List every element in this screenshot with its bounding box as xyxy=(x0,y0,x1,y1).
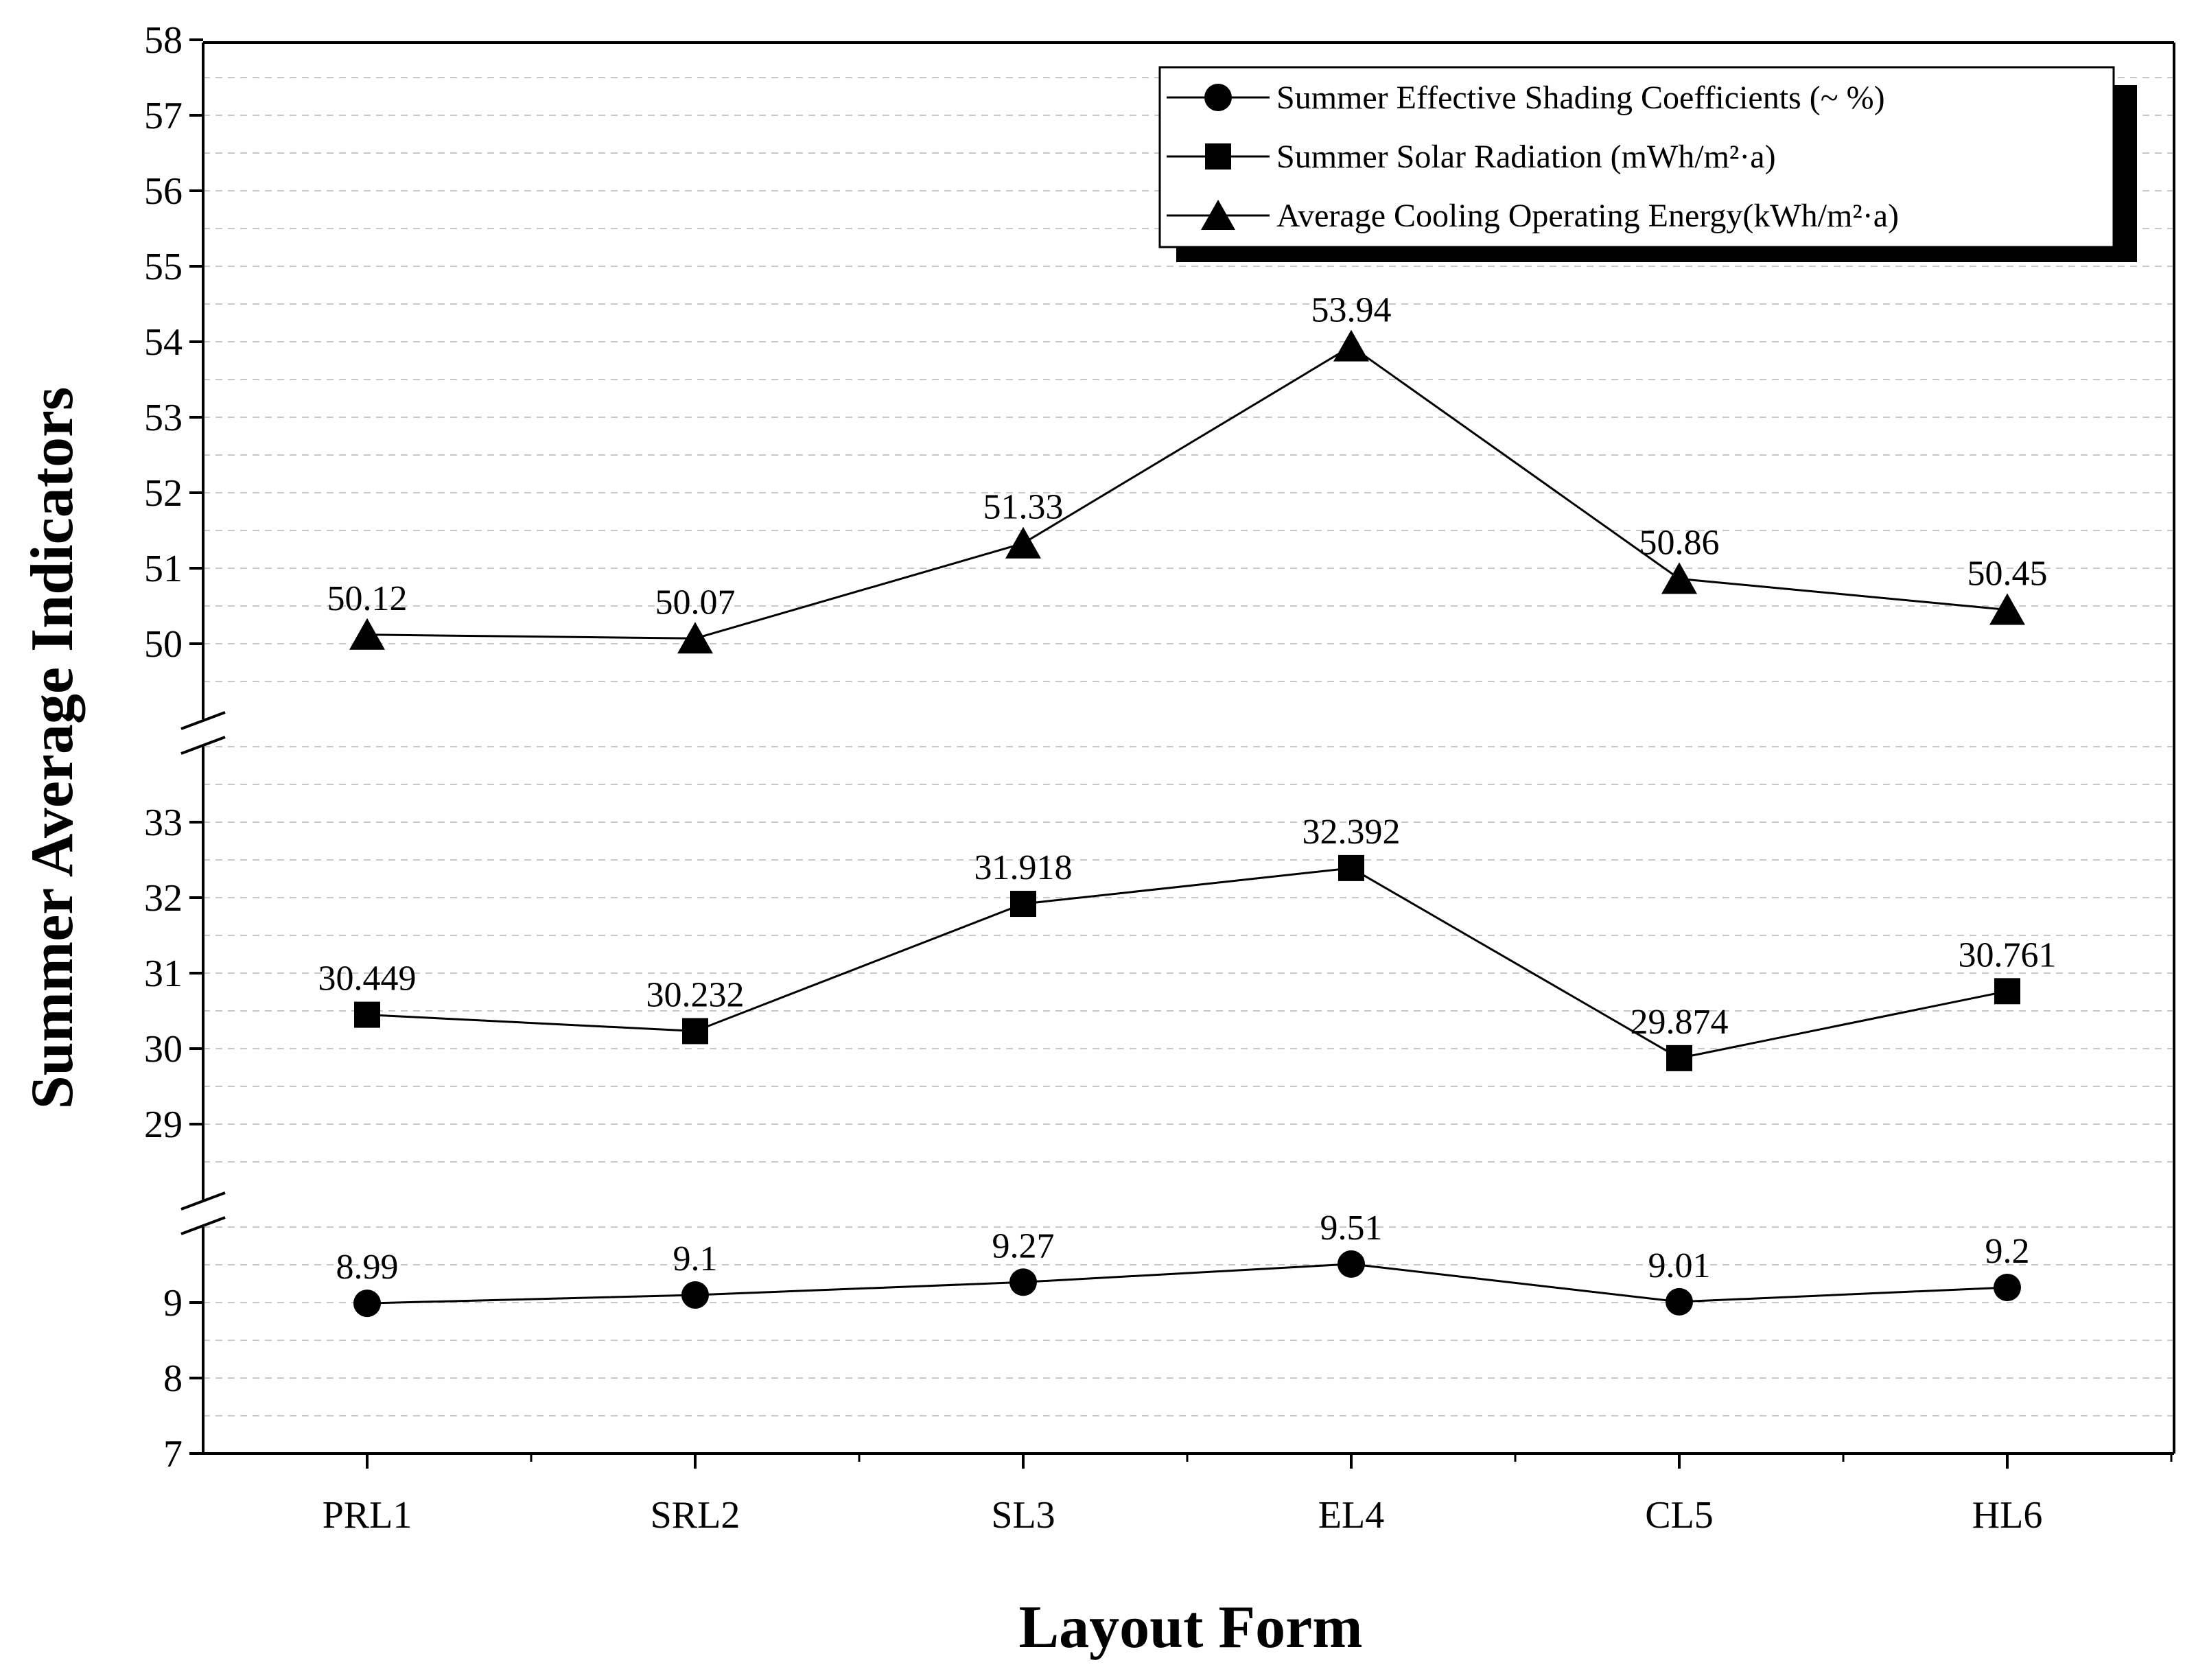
y-tick-label: 57 xyxy=(144,95,183,137)
x-tick-label: SL3 xyxy=(991,1494,1055,1537)
x-tick-label: HL6 xyxy=(1972,1494,2043,1537)
axis-break-mark xyxy=(180,736,226,755)
data-label: 29.874 xyxy=(1631,1003,1729,1042)
point-circle xyxy=(353,1290,381,1318)
y-tick-label: 9 xyxy=(163,1282,183,1325)
y-tick-label: 32 xyxy=(144,877,183,920)
data-label: 51.33 xyxy=(983,488,1064,527)
data-label: 8.99 xyxy=(336,1248,399,1287)
data-label: 31.918 xyxy=(974,848,1073,887)
data-label: 50.07 xyxy=(655,583,736,622)
y-tick-label: 33 xyxy=(144,802,183,844)
y-tick-label: 8 xyxy=(163,1357,183,1400)
legend-label-radiation: Summer Solar Radiation (mWh/m²·a) xyxy=(1276,139,1776,175)
data-label: 50.45 xyxy=(1967,555,2048,594)
point-square xyxy=(1338,854,1364,881)
data-labels: 8.99 9.1 9.27 9.51 9.01 9.2 30.449 30.232 31.918… xyxy=(318,291,2057,1287)
series-line-circle xyxy=(366,1263,2008,1305)
point-circle xyxy=(1338,1250,1365,1278)
point-circle xyxy=(1666,1287,1693,1316)
point-square xyxy=(1666,1045,1692,1071)
data-label: 9.1 xyxy=(673,1239,718,1279)
legend-label-cooling: Average Cooling Operating Energy(kWh/m²·… xyxy=(1276,198,1899,234)
data-label: 50.12 xyxy=(327,579,408,618)
legend-marker-circle xyxy=(1204,84,1232,111)
y-tick-label: 50 xyxy=(144,623,183,666)
point-circle xyxy=(1994,1274,2021,1301)
x-tick-label: SRL2 xyxy=(651,1494,740,1537)
point-triangle xyxy=(1989,593,2025,625)
series-group xyxy=(349,329,2025,1318)
legend-marker-square xyxy=(1205,143,1231,170)
y-tick-label: 56 xyxy=(144,170,183,213)
legend-label-shading: Summer Effective Shading Coefficients (~… xyxy=(1276,80,1885,116)
point-triangle xyxy=(349,618,385,650)
series-line-square xyxy=(366,867,2008,1060)
point-circle xyxy=(681,1281,709,1309)
data-label: 30.449 xyxy=(318,959,417,999)
data-label: 53.94 xyxy=(1311,291,1392,330)
y-tick-label: 7 xyxy=(163,1433,183,1475)
legend-marker-triangle xyxy=(1201,200,1235,230)
y-tick-label: 31 xyxy=(144,953,183,995)
point-square xyxy=(1994,978,2020,1005)
point-square xyxy=(682,1018,708,1045)
y-tick-label: 58 xyxy=(144,19,183,62)
y-axis-title: Summer Average Indicators xyxy=(19,387,86,1110)
x-axis-title: Layout Form xyxy=(1018,1594,1362,1661)
y-tick-label: 53 xyxy=(144,397,183,439)
point-triangle xyxy=(1661,562,1697,594)
x-tick-label: PRL1 xyxy=(323,1494,412,1537)
data-label: 9.01 xyxy=(1648,1246,1711,1285)
y-tick-label: 51 xyxy=(144,548,183,590)
axis-break-mark xyxy=(180,1216,226,1235)
y-tick-label: 55 xyxy=(144,246,183,288)
data-label: 30.761 xyxy=(1959,935,2057,975)
point-triangle xyxy=(677,622,713,654)
axes: 7 8 9 29 30 31 32 33 50 51 52 53 54 55 56 57 58 PRL1 SRL2 S… xyxy=(144,19,2175,1537)
point-triangle xyxy=(1005,526,1041,559)
y-tick-label: 52 xyxy=(144,472,183,515)
data-label: 30.232 xyxy=(646,975,745,1014)
point-square xyxy=(1010,891,1036,918)
series-line-triangle xyxy=(366,345,2008,640)
x-tick-label: EL4 xyxy=(1318,1494,1384,1537)
y-tick-label: 54 xyxy=(144,321,183,364)
data-label: 9.51 xyxy=(1320,1209,1383,1248)
y-tick-label: 29 xyxy=(144,1104,183,1146)
point-square xyxy=(354,1001,380,1028)
point-triangle xyxy=(1333,329,1369,362)
axis-break-mark xyxy=(180,1191,226,1211)
x-tick-label: CL5 xyxy=(1645,1494,1714,1537)
data-label: 9.2 xyxy=(1985,1232,2030,1271)
data-label: 9.27 xyxy=(992,1226,1055,1265)
data-label: 32.392 xyxy=(1303,813,1401,852)
point-circle xyxy=(1009,1268,1037,1296)
axis-break-mark xyxy=(180,711,226,730)
data-label: 50.86 xyxy=(1639,523,1720,562)
legend-box xyxy=(1158,66,2115,248)
legend: Summer Effective Shading Coefficients (~… xyxy=(1158,66,2137,262)
y-tick-label: 30 xyxy=(144,1028,183,1071)
